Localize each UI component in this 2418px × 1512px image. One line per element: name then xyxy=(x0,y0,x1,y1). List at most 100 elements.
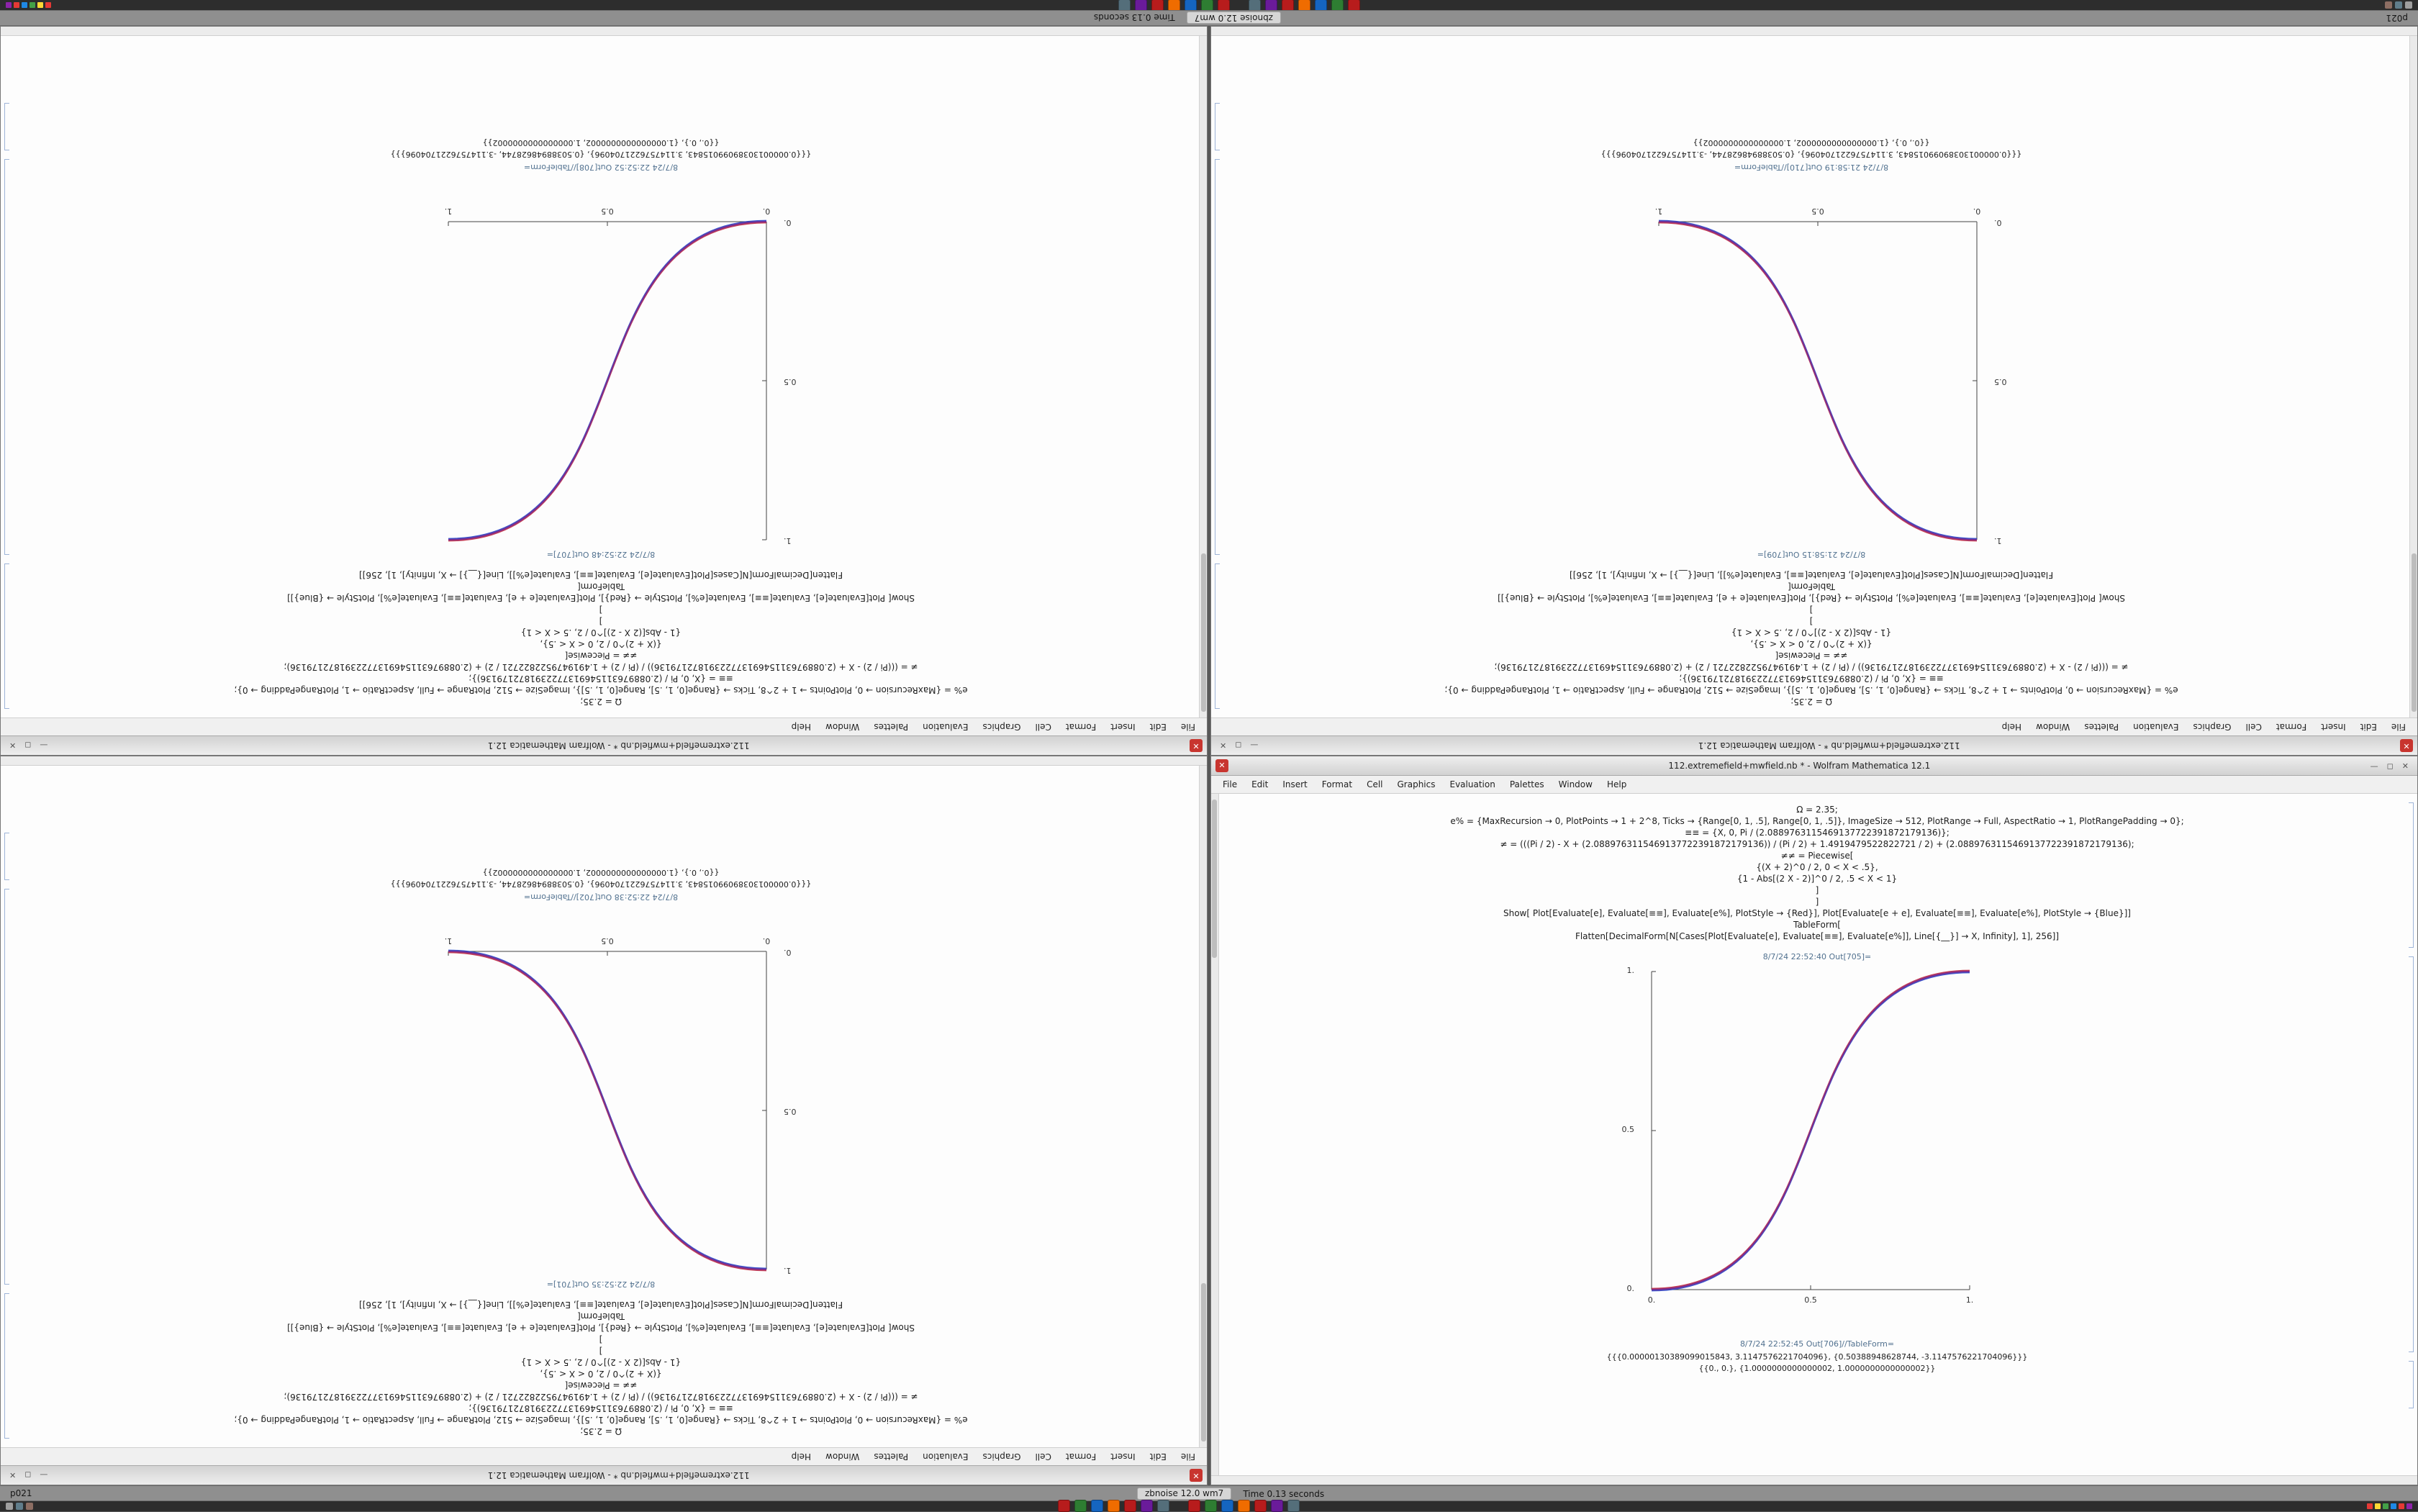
panel-icon[interactable] xyxy=(26,1503,33,1510)
input-cell[interactable]: Ω = 2.35; e% = {MaxRecursion → 0, PlotPo… xyxy=(1450,801,2183,945)
scrollbar-thumb[interactable] xyxy=(1212,800,1217,958)
menu-edit[interactable]: Edit xyxy=(1251,779,1269,789)
menu-format[interactable]: Format xyxy=(2276,722,2307,732)
cell-bracket[interactable] xyxy=(1215,103,1220,150)
cell-bracket[interactable] xyxy=(1215,159,1220,555)
menu-format[interactable]: Format xyxy=(1321,779,1353,789)
cell-bracket[interactable] xyxy=(1215,563,1220,709)
scrollbar-thumb[interactable] xyxy=(2412,553,2417,712)
cell-bracket[interactable] xyxy=(4,833,9,880)
app-pill[interactable]: zbnoise 12.0 wm7 xyxy=(1137,1488,1232,1500)
cell-bracket[interactable] xyxy=(4,103,9,150)
panel-icon[interactable] xyxy=(2385,1,2392,9)
notebook-content[interactable]: Ω = 2.35; e% = {MaxRecursion → 0, PlotPo… xyxy=(1211,36,2417,717)
notebook-content[interactable]: Ω = 2.35; e% = {MaxRecursion → 0, PlotPo… xyxy=(1211,794,2417,1475)
menu-help[interactable]: Help xyxy=(791,1452,812,1462)
close-icon[interactable]: ✕ xyxy=(1220,741,1227,751)
app-icon[interactable] xyxy=(1221,1500,1233,1512)
input-cell[interactable]: Ω = 2.35; e% = {MaxRecursion → 0, PlotPo… xyxy=(1444,566,2178,710)
menu-evaluation[interactable]: Evaluation xyxy=(923,722,969,732)
menu-cell[interactable]: Cell xyxy=(1035,722,1051,732)
menu-format[interactable]: Format xyxy=(1065,722,1097,732)
scrollbar-thumb[interactable] xyxy=(1201,553,1206,712)
cell-bracket[interactable] xyxy=(4,1293,9,1439)
menu-palettes[interactable]: Palettes xyxy=(874,1452,909,1462)
menu-help[interactable]: Help xyxy=(2001,722,2022,732)
app-icon[interactable] xyxy=(1254,1500,1267,1512)
menu-cell[interactable]: Cell xyxy=(1035,1452,1051,1462)
menu-insert[interactable]: Insert xyxy=(1282,779,1308,789)
menu-format[interactable]: Format xyxy=(1065,1452,1097,1462)
menu-graphics[interactable]: Graphics xyxy=(2193,722,2232,732)
menu-window[interactable]: Window xyxy=(2036,722,2070,732)
scrollbar[interactable] xyxy=(2409,36,2417,717)
cell-bracket[interactable] xyxy=(4,889,9,1285)
menu-evaluation[interactable]: Evaluation xyxy=(923,1452,969,1462)
input-cell[interactable]: Ω = 2.35; e% = {MaxRecursion → 0, PlotPo… xyxy=(234,566,967,710)
close-icon[interactable]: ✕ xyxy=(1215,759,1228,772)
menu-edit[interactable]: Edit xyxy=(2360,722,2377,732)
scrollbar[interactable] xyxy=(1199,766,1207,1447)
menu-cell[interactable]: Cell xyxy=(1367,779,1383,789)
scrollbar[interactable] xyxy=(1199,36,1207,717)
maximize-icon[interactable]: ◻ xyxy=(2386,761,2394,771)
app-icon[interactable] xyxy=(1287,1500,1300,1512)
menu-evaluation[interactable]: Evaluation xyxy=(1449,779,1495,789)
menu-file[interactable]: File xyxy=(2391,722,2406,732)
notebook-content[interactable]: Ω = 2.35; e% = {MaxRecursion → 0, PlotPo… xyxy=(1,766,1207,1447)
menu-edit[interactable]: Edit xyxy=(1149,1452,1167,1462)
close-icon[interactable]: ✕ xyxy=(1190,739,1203,752)
app-pill[interactable]: zbnoise 12.0 wm7 xyxy=(1186,12,1281,24)
menu-insert[interactable]: Insert xyxy=(2321,722,2346,732)
maximize-icon[interactable]: ◻ xyxy=(24,1470,32,1480)
horizontal-scrollbar[interactable] xyxy=(1,27,1207,36)
menu-edit[interactable]: Edit xyxy=(1149,722,1167,732)
panel-icon[interactable] xyxy=(2405,1,2412,9)
scrollbar[interactable] xyxy=(1211,794,1219,1475)
app-icon[interactable] xyxy=(1058,1500,1070,1512)
menu-file[interactable]: File xyxy=(1180,1452,1195,1462)
menu-help[interactable]: Help xyxy=(791,722,812,732)
cell-bracket[interactable] xyxy=(4,563,9,709)
app-icon[interactable] xyxy=(1205,1500,1217,1512)
minimize-icon[interactable]: — xyxy=(2370,761,2378,771)
cell-bracket[interactable] xyxy=(4,159,9,555)
menu-cell[interactable]: Cell xyxy=(2245,722,2262,732)
horizontal-scrollbar[interactable] xyxy=(1211,1475,2417,1485)
app-icon[interactable] xyxy=(1124,1500,1136,1512)
menu-file[interactable]: File xyxy=(1223,779,1238,789)
cell-bracket[interactable] xyxy=(2409,1361,2414,1408)
app-icon[interactable] xyxy=(1157,1500,1169,1512)
close-icon[interactable]: ✕ xyxy=(1190,1469,1203,1482)
app-icon[interactable] xyxy=(1271,1500,1283,1512)
window-titlebar[interactable]: ✕ 112.extremefield+mwfield.nb * - Wolfra… xyxy=(1,735,1207,755)
scrollbar-thumb[interactable] xyxy=(1201,1283,1206,1441)
horizontal-scrollbar[interactable] xyxy=(1211,27,2417,36)
cell-bracket[interactable] xyxy=(2409,956,2414,1352)
notebook-content[interactable]: Ω = 2.35; e% = {MaxRecursion → 0, PlotPo… xyxy=(1,36,1207,717)
panel-icon[interactable] xyxy=(2395,1,2402,9)
app-icon[interactable] xyxy=(1188,1500,1200,1512)
cell-bracket[interactable] xyxy=(2409,802,2414,948)
close-icon[interactable]: ✕ xyxy=(2400,739,2413,752)
app-icon[interactable] xyxy=(1141,1500,1153,1512)
menu-palettes[interactable]: Palettes xyxy=(874,722,909,732)
close-icon[interactable]: ✕ xyxy=(9,741,17,751)
maximize-icon[interactable]: ◻ xyxy=(1235,741,1242,751)
minimize-icon[interactable]: — xyxy=(40,741,48,751)
menu-palettes[interactable]: Palettes xyxy=(1509,779,1544,789)
panel-icon[interactable] xyxy=(6,1503,13,1510)
menu-window[interactable]: Window xyxy=(825,1452,860,1462)
maximize-icon[interactable]: ◻ xyxy=(24,741,32,751)
window-controls[interactable]: — ◻ ✕ xyxy=(5,1471,47,1480)
app-icon[interactable] xyxy=(1074,1500,1087,1512)
app-icon[interactable] xyxy=(1091,1500,1103,1512)
menu-insert[interactable]: Insert xyxy=(1110,1452,1136,1462)
menu-evaluation[interactable]: Evaluation xyxy=(2133,722,2179,732)
horizontal-scrollbar[interactable] xyxy=(1,756,1207,766)
window-controls[interactable]: — ◻ ✕ xyxy=(5,741,47,751)
window-controls[interactable]: — ◻ ✕ xyxy=(1215,741,1258,751)
menu-insert[interactable]: Insert xyxy=(1110,722,1136,732)
window-controls[interactable]: — ◻ ✕ xyxy=(2371,761,2413,771)
close-icon[interactable]: ✕ xyxy=(2401,761,2409,771)
